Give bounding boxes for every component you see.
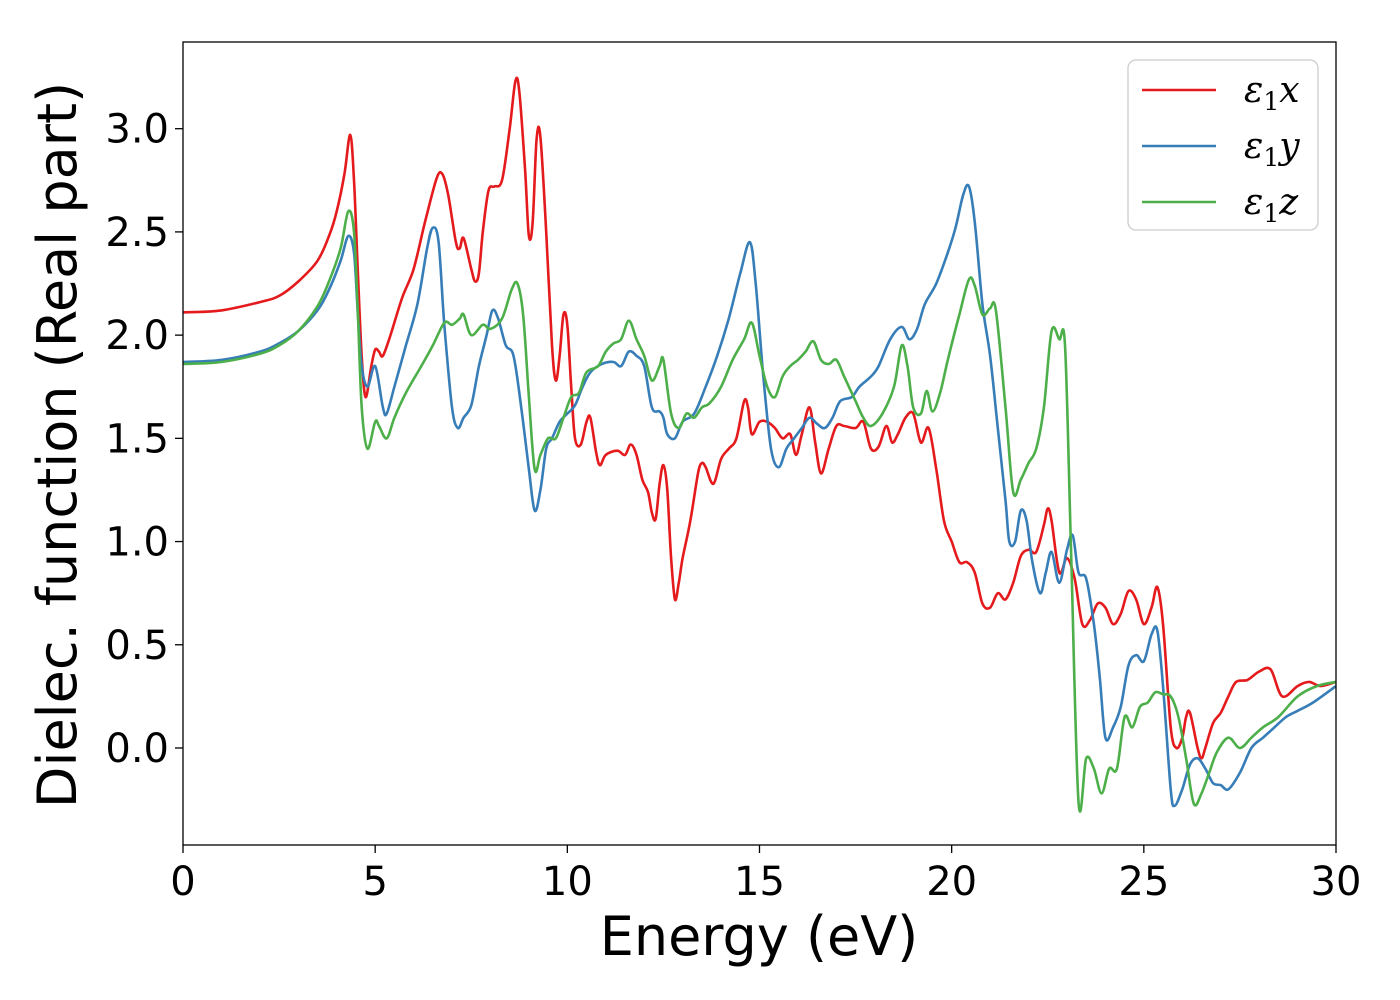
y-tick-label: 2.0 — [105, 313, 169, 359]
x-tick-label: 15 — [734, 859, 785, 905]
legend-label-e1y: ε1y — [1244, 126, 1300, 172]
legend-label-base: ε — [1244, 182, 1263, 223]
x-axis-label: Energy (eV) — [600, 905, 919, 968]
y-tick-label: 1.0 — [105, 520, 169, 566]
series-layer — [183, 76, 1336, 813]
legend-label-component: y — [1277, 126, 1300, 167]
legend-box — [1127, 59, 1319, 231]
y-tick-label: 0.5 — [105, 623, 169, 669]
y-tick-label: 3.0 — [105, 107, 169, 153]
legend-label-subscript: 1 — [1263, 143, 1279, 172]
legend-label-component: z — [1278, 182, 1299, 223]
y-tick-label: 2.5 — [105, 210, 169, 256]
legend-label-subscript: 1 — [1263, 87, 1279, 116]
y-axis-label: Dielec. function (Real part) — [26, 82, 89, 808]
y-axis-ticks: 0.0 0.5 1.0 1.5 2.0 2.5 3.0 — [105, 107, 183, 772]
x-tick-label: 5 — [362, 859, 387, 905]
x-axis-ticks: 0 5 10 15 20 25 30 — [170, 845, 1361, 905]
x-tick-label: 20 — [926, 859, 977, 905]
x-tick-label: 25 — [1118, 859, 1169, 905]
legend-label-e1z: ε1z — [1244, 182, 1299, 228]
legend-label-component: x — [1279, 70, 1299, 111]
x-tick-label: 10 — [542, 859, 593, 905]
series-line-e1x — [183, 76, 1336, 760]
legend-label-base: ε — [1244, 70, 1263, 111]
legend-label-subscript: 1 — [1263, 199, 1279, 228]
legend-label-base: ε — [1244, 126, 1263, 167]
y-tick-label: 0.0 — [105, 726, 169, 772]
legend-label-e1x: ε1x — [1244, 70, 1300, 116]
y-tick-label: 1.5 — [105, 416, 169, 462]
x-tick-label: 30 — [1311, 859, 1362, 905]
series-line-e1z — [183, 209, 1336, 813]
series-line-e1y — [183, 183, 1336, 808]
x-tick-label: 0 — [170, 859, 195, 905]
